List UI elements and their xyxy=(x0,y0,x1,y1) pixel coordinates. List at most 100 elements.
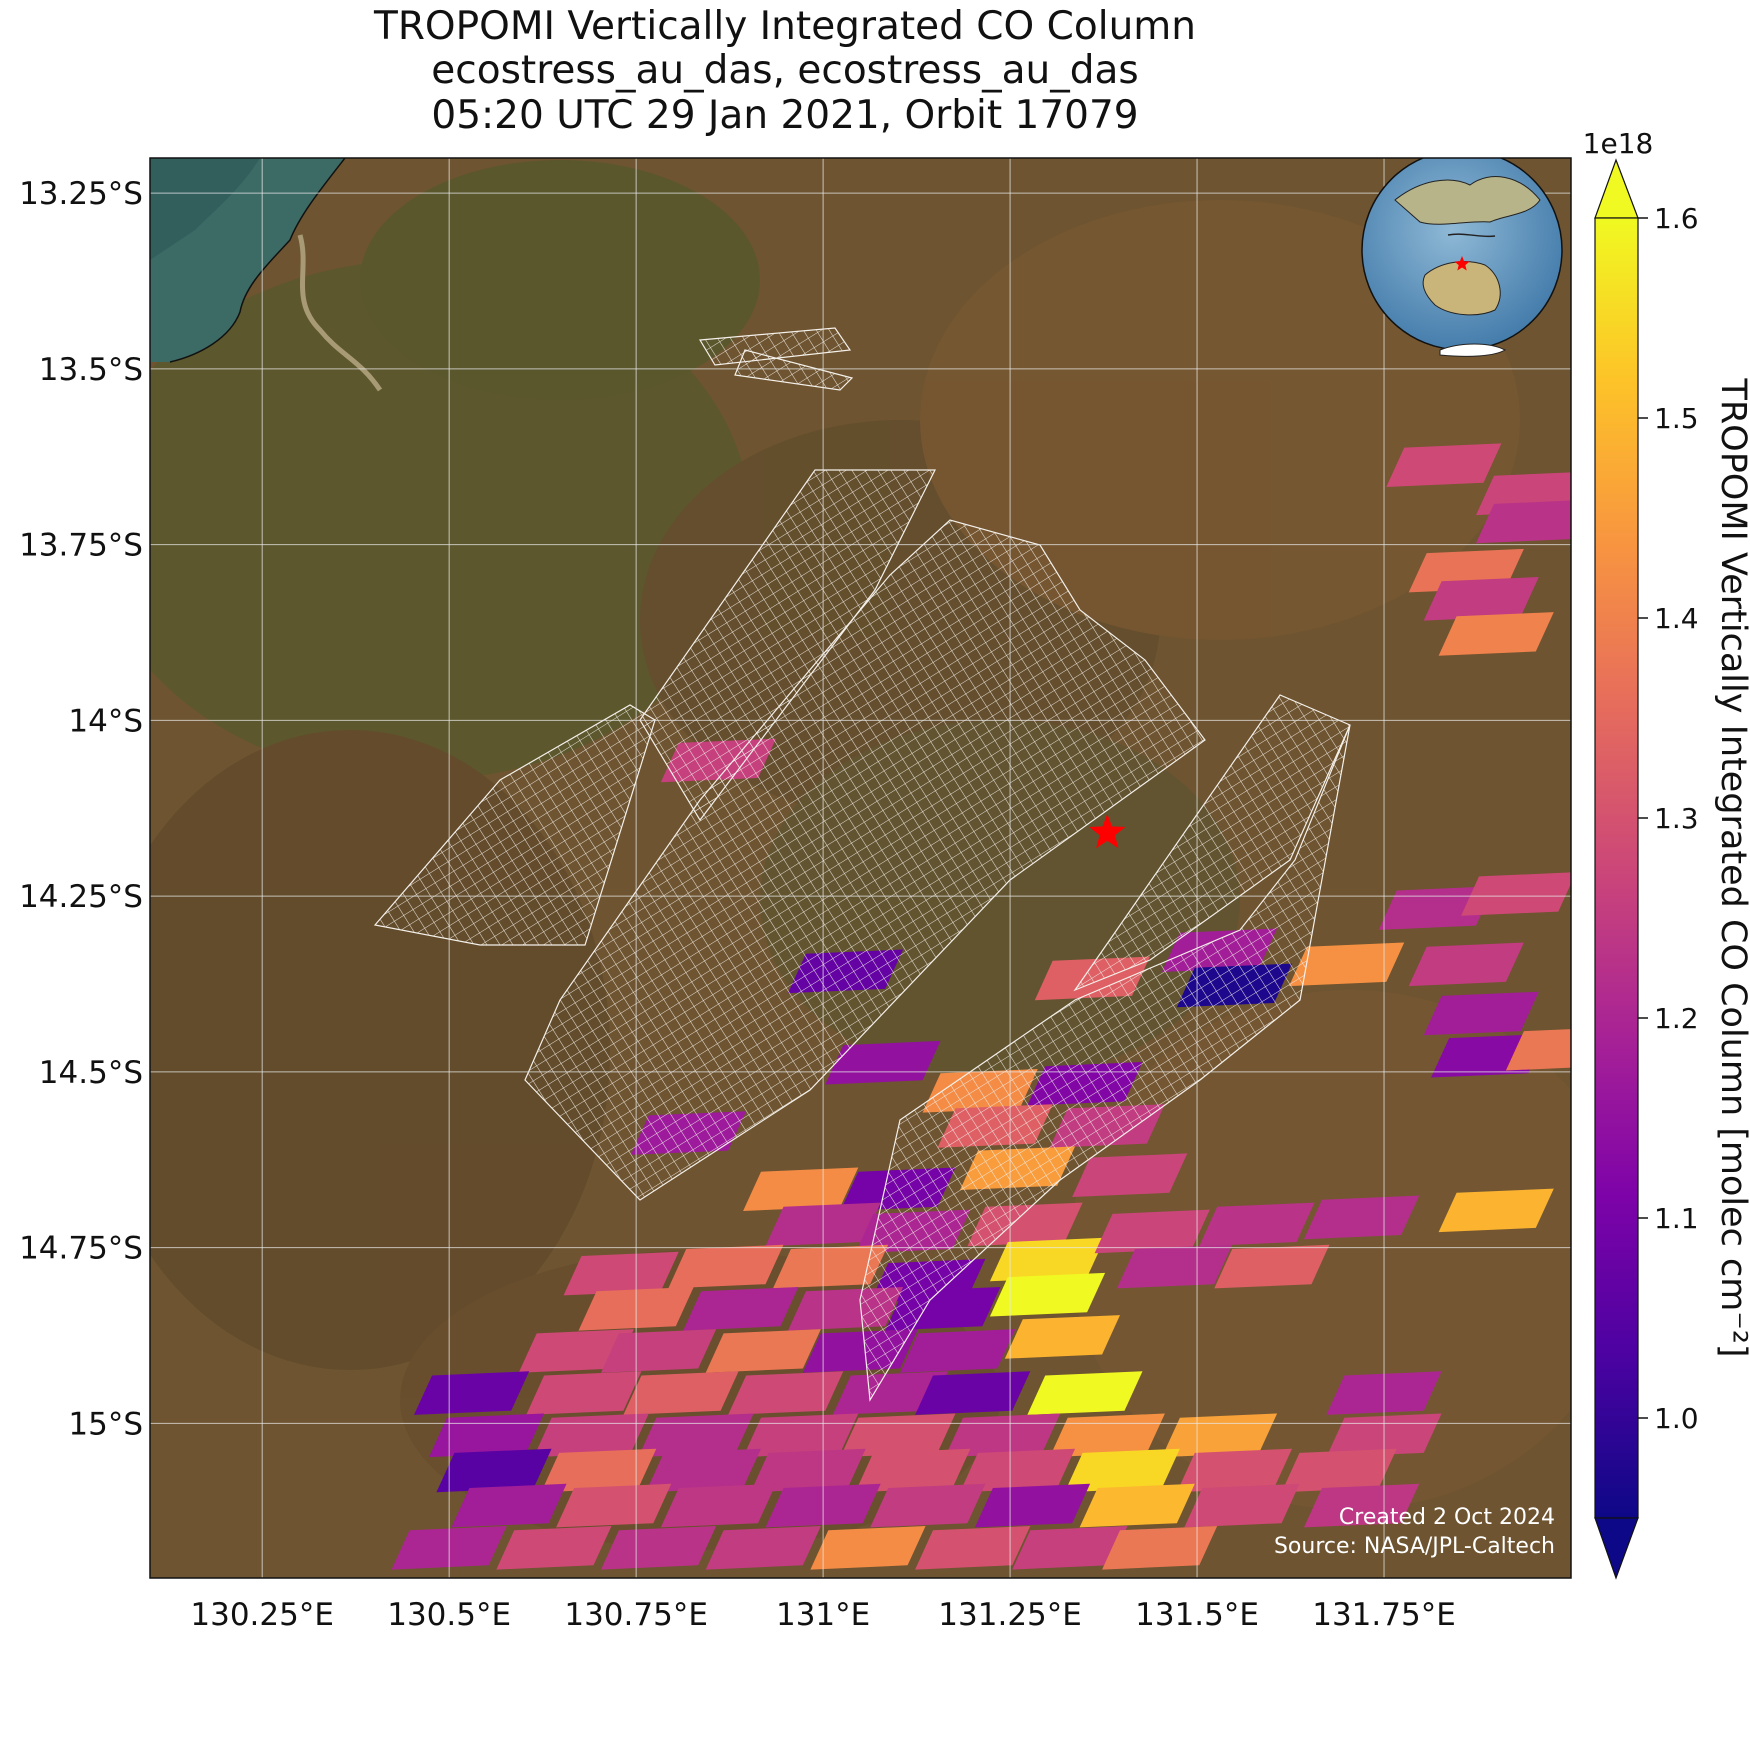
inset-globe xyxy=(1361,158,1563,357)
co-pixel xyxy=(638,1413,754,1458)
title-line-2: ecostress_au_das, ecostress_au_das xyxy=(431,48,1139,93)
co-pixel xyxy=(1027,1371,1143,1415)
co-pixel xyxy=(915,1371,1031,1415)
co-pixel xyxy=(436,1448,552,1493)
co-pixel xyxy=(1505,1029,1571,1071)
colorbar-tick-label: 1.2 xyxy=(1654,1002,1699,1035)
co-pixel xyxy=(1304,1483,1420,1528)
site-marker-star xyxy=(1089,813,1126,849)
co-pixel xyxy=(1304,1195,1420,1240)
co-pixel xyxy=(900,1329,1016,1373)
map-frame xyxy=(149,157,1572,1579)
colorbar: 1.0 1.1 1.2 1.3 1.4 1.5 1.6 1e18 TROPOMI Verti… xyxy=(1583,127,1750,1580)
colorbar-tick-label: 1.6 xyxy=(1654,202,1699,235)
co-pixel xyxy=(989,1272,1106,1317)
co-pixel xyxy=(496,1526,612,1570)
co-pixel xyxy=(974,1483,1091,1528)
co-pixel xyxy=(705,1526,821,1570)
co-pixel xyxy=(1281,1448,1397,1493)
co-pixel xyxy=(645,1448,761,1493)
lon-tick-label: 130.5°E xyxy=(387,1597,511,1633)
co-pixel xyxy=(668,1244,784,1289)
colorbar-tick-label: 1.3 xyxy=(1654,802,1699,835)
ecostress-swath xyxy=(1073,694,1351,992)
co-pixel xyxy=(1408,942,1524,987)
co-pixel xyxy=(1438,612,1554,656)
sea-deep xyxy=(150,158,260,260)
co-pixel xyxy=(541,1448,657,1493)
co-pixel xyxy=(1214,1244,1330,1289)
lon-tick-labels: 130.25°E 130.5°E 130.75°E 131°E 131.25°E 131.… xyxy=(190,1597,1455,1633)
lon-tick-label: 130.25°E xyxy=(190,1597,334,1633)
co-pixel xyxy=(855,1448,971,1493)
lat-tick-labels: 13.25°S 13.5°S 13.75°S 14°S 14.25°S 14.5°S 14.… xyxy=(19,176,143,1442)
co-pixel xyxy=(728,1371,844,1415)
co-pixel xyxy=(414,1371,530,1415)
co-pixel xyxy=(960,1448,1076,1493)
colorbar-label: TROPOMI Vertically Integrated CO Column … xyxy=(1713,377,1750,1357)
colorbar-extend-max xyxy=(1594,158,1639,219)
co-pixel xyxy=(1386,443,1502,487)
ecostress-swath xyxy=(698,327,852,366)
co-pixel xyxy=(832,1371,948,1415)
co-pixel xyxy=(518,1329,634,1373)
co-pixel xyxy=(1064,1448,1180,1493)
co-pixel xyxy=(556,1483,672,1528)
lat-tick-label: 14.75°S xyxy=(19,1231,143,1267)
colorbar-tick-label: 1.5 xyxy=(1654,402,1699,435)
co-pixel xyxy=(601,1526,717,1570)
ecostress-swath xyxy=(639,469,936,822)
co-pixel xyxy=(1004,1315,1120,1359)
river xyxy=(297,234,383,392)
co-pixel xyxy=(840,1413,956,1458)
source-note: Source: NASA/JPL-Caltech xyxy=(1274,1534,1555,1559)
lon-tick-label: 131.75°E xyxy=(1312,1597,1456,1633)
co-pixel xyxy=(1102,1526,1218,1570)
co-pixel xyxy=(1184,1483,1300,1528)
co-pixel xyxy=(1079,1483,1195,1528)
co-pixel xyxy=(533,1413,649,1458)
co-pixel xyxy=(683,1287,799,1331)
co-pixel xyxy=(750,1448,866,1493)
co-pixel xyxy=(1117,1244,1233,1289)
co-pixel xyxy=(743,1167,859,1211)
colorbar-tick-label: 1.0 xyxy=(1654,1402,1699,1435)
lon-tick-label: 131.5°E xyxy=(1135,1597,1259,1633)
lat-tick-label: 14.5°S xyxy=(39,1055,143,1091)
gridlines xyxy=(150,158,1571,1578)
co-pixel xyxy=(1461,872,1571,916)
co-pixel xyxy=(451,1483,567,1528)
co-pixel xyxy=(1199,1202,1315,1247)
co-pixel xyxy=(870,1483,986,1528)
globe-marker-star xyxy=(1454,256,1470,271)
ecostress-swath xyxy=(859,724,1351,1402)
created-note: Created 2 Oct 2024 xyxy=(1339,1505,1555,1530)
co-pixel xyxy=(989,1237,1106,1282)
colorbar-tick-label: 1.1 xyxy=(1654,1202,1699,1235)
ecostress-swath xyxy=(524,519,1206,1201)
co-pixel xyxy=(429,1413,545,1458)
co-pixel xyxy=(601,1329,717,1373)
co-pixel xyxy=(810,1526,926,1570)
co-pixel xyxy=(1176,1448,1292,1493)
colorbar-ticks: 1.0 1.1 1.2 1.3 1.4 1.5 1.6 xyxy=(1638,202,1699,1435)
co-pixel xyxy=(825,1040,941,1085)
lat-tick-label: 13.25°S xyxy=(19,176,143,212)
co-pixel-layer xyxy=(391,443,1571,1570)
co-pixel xyxy=(1476,500,1571,544)
co-pixel xyxy=(1423,577,1539,621)
lon-tick-label: 131.25°E xyxy=(938,1597,1082,1633)
colorbar-gradient xyxy=(1594,217,1639,1519)
colorbar-multiplier: 1e18 xyxy=(1583,127,1654,160)
co-pixel xyxy=(563,1251,679,1296)
co-pixel xyxy=(1423,991,1539,1036)
co-pixel xyxy=(915,1526,1031,1570)
ecostress-swaths xyxy=(373,327,1351,1402)
co-pixel xyxy=(1438,1188,1554,1233)
co-pixel xyxy=(1161,1413,1278,1458)
co-pixel xyxy=(743,1413,859,1458)
co-pixel xyxy=(1094,1209,1210,1254)
lat-tick-label: 14.25°S xyxy=(19,879,143,915)
colorbar-extend-min xyxy=(1594,1517,1639,1580)
co-pixel xyxy=(1072,1153,1188,1197)
